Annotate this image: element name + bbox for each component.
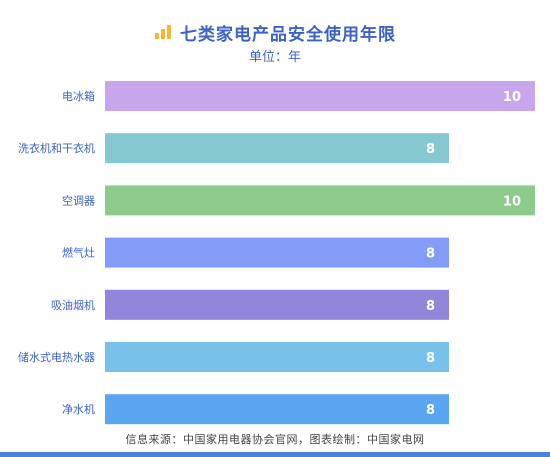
chart-title-row: 七类家电产品安全使用年限: [0, 20, 550, 45]
category-label: 燃气灶: [62, 246, 95, 260]
bar-value-label: 10: [503, 194, 521, 209]
bar-value-label: 8: [426, 351, 435, 366]
bar: [105, 394, 449, 425]
bar-chart: 电冰箱 10 洗衣机和干衣机 8 空调器 10 燃气灶 8 吸油烟机 8 储水式电热水器 8 净水机 8: [18, 81, 535, 425]
category-label: 储水式电热水器: [18, 350, 95, 364]
category-label: 空调器: [62, 193, 95, 207]
bar: [105, 289, 449, 320]
chart-subtitle: 单位：年: [248, 50, 301, 65]
category-label: 洗衣机和干衣机: [18, 141, 95, 155]
bottom-band: [0, 452, 550, 457]
category-label: 电冰箱: [62, 89, 95, 103]
bar: [105, 342, 449, 372]
bar: [105, 185, 535, 216]
bar-value-label: 10: [503, 90, 521, 105]
category-label: 吸油烟机: [51, 298, 95, 312]
source-note: 信息来源：中国家用电器协会官网，图表绘制：中国家电网: [125, 433, 425, 446]
bar: [105, 81, 535, 111]
bar: [105, 133, 449, 164]
bar: [105, 237, 449, 268]
chart-title: 七类家电产品安全使用年限: [180, 24, 396, 45]
bar-value-label: 8: [426, 247, 435, 262]
bar-value-label: 8: [426, 403, 435, 418]
bar-value-label: 8: [426, 142, 435, 157]
bar-value-label: 8: [426, 299, 435, 314]
category-label: 净水机: [62, 402, 95, 416]
bar-chart-icon: [155, 25, 171, 39]
